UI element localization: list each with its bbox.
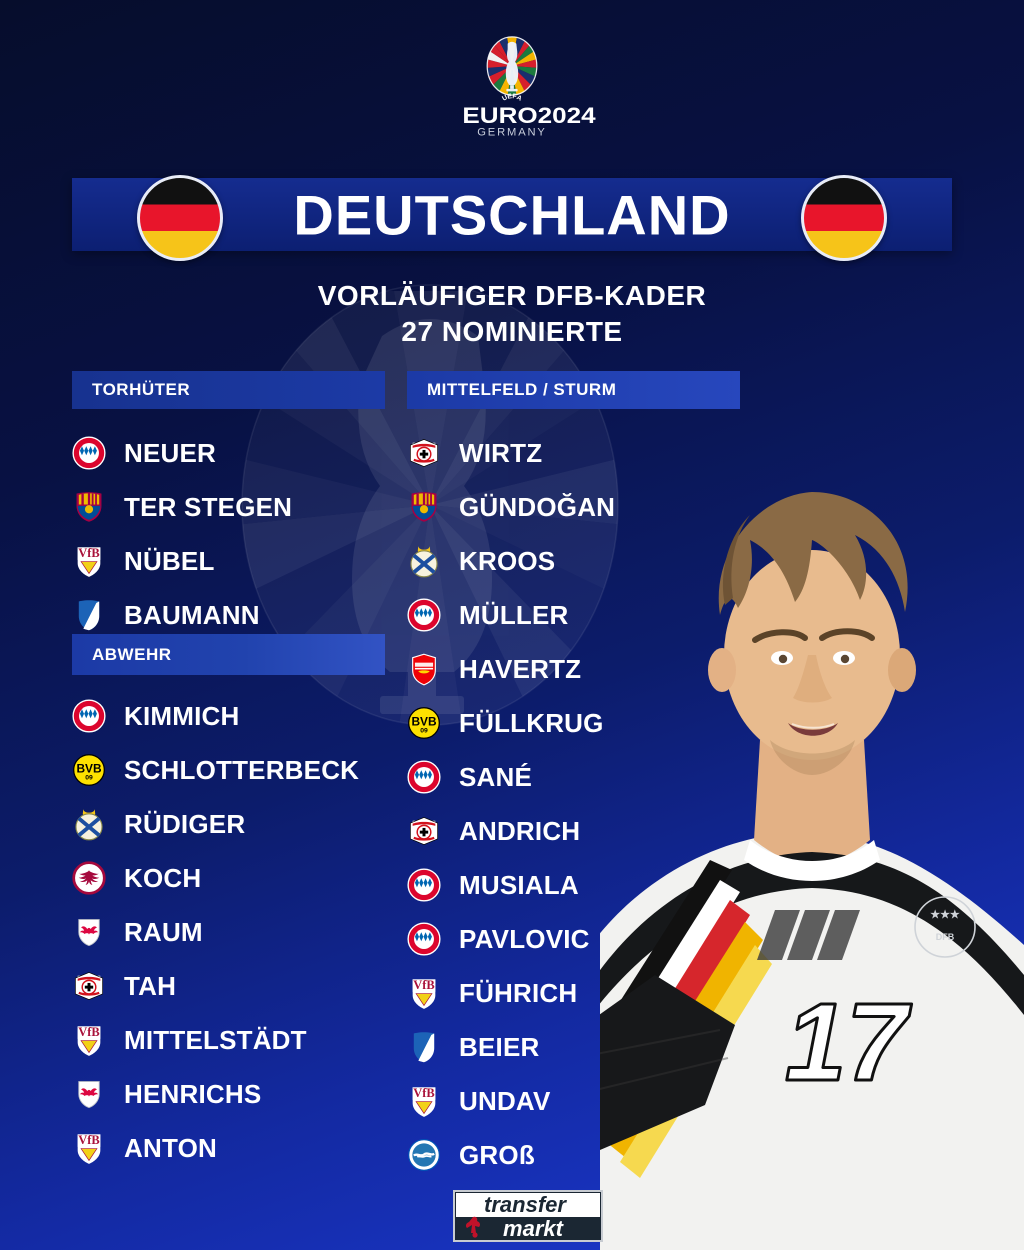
svg-text:BVB: BVB: [411, 714, 437, 728]
svg-text:VfB: VfB: [78, 1133, 99, 1147]
svg-text:VfB: VfB: [78, 1025, 99, 1039]
svg-text:17: 17: [785, 981, 912, 1104]
svg-text:transfer: transfer: [484, 1192, 567, 1217]
svg-text:markt: markt: [503, 1216, 565, 1241]
svg-text:VfB: VfB: [78, 546, 99, 560]
svg-text:09: 09: [420, 728, 428, 735]
svg-text:VfB: VfB: [413, 1086, 434, 1100]
svg-text:VfB: VfB: [413, 978, 434, 992]
svg-text:★★★: ★★★: [930, 909, 960, 921]
svg-text:BVB: BVB: [76, 761, 102, 775]
svg-text:DFB: DFB: [936, 932, 955, 942]
svg-text:09: 09: [85, 775, 93, 782]
